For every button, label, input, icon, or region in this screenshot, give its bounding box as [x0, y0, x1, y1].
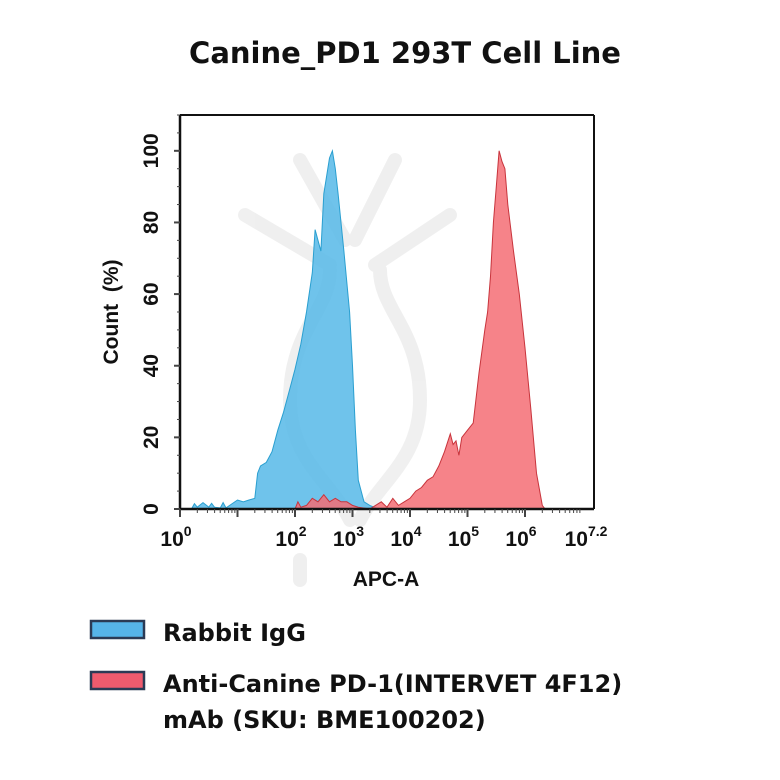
series-rabbit-igg-area: [190, 148, 379, 510]
y-tick-label: 100: [140, 133, 163, 168]
x-axis-label: APC-A: [353, 568, 420, 591]
x-tick-label: 100: [160, 523, 191, 551]
x-tick-label: 102: [275, 523, 306, 551]
x-tick-label: 105: [448, 523, 479, 551]
legend-label-anti-pd1: Anti-Canine PD-1(INTERVET 4F12): [163, 670, 622, 698]
y-tick-label: 40: [140, 354, 163, 377]
x-tick-label: 107.2: [565, 523, 608, 551]
x-tick-label: 104: [390, 523, 421, 551]
legend-swatch-rabbit-igg: [89, 619, 146, 640]
legend: Rabbit IgG Anti-Canine PD-1(INTERVET 4F1…: [89, 619, 622, 734]
axes: 0 20 40 60 80 100 100 102 103 104 105 106 107.2: [140, 114, 608, 551]
x-tick-label: 106: [505, 523, 536, 551]
y-tick-label: 0: [140, 503, 163, 515]
y-tick-label: 20: [140, 426, 163, 449]
y-tick-label: 80: [140, 211, 163, 234]
y-tick-label: 60: [140, 282, 163, 305]
legend-label-rabbit-igg: Rabbit IgG: [163, 619, 306, 647]
chart-title: Canine_PD1 293T Cell Line: [189, 36, 621, 70]
legend-swatch-anti-pd1: [89, 670, 146, 691]
series-anti-pd1-area: [294, 150, 546, 510]
legend-label-anti-pd1-line2: mAb (SKU: BME100202): [163, 706, 486, 734]
x-tick-label: 103: [333, 523, 364, 551]
y-axis-label: Count (%): [100, 260, 123, 365]
